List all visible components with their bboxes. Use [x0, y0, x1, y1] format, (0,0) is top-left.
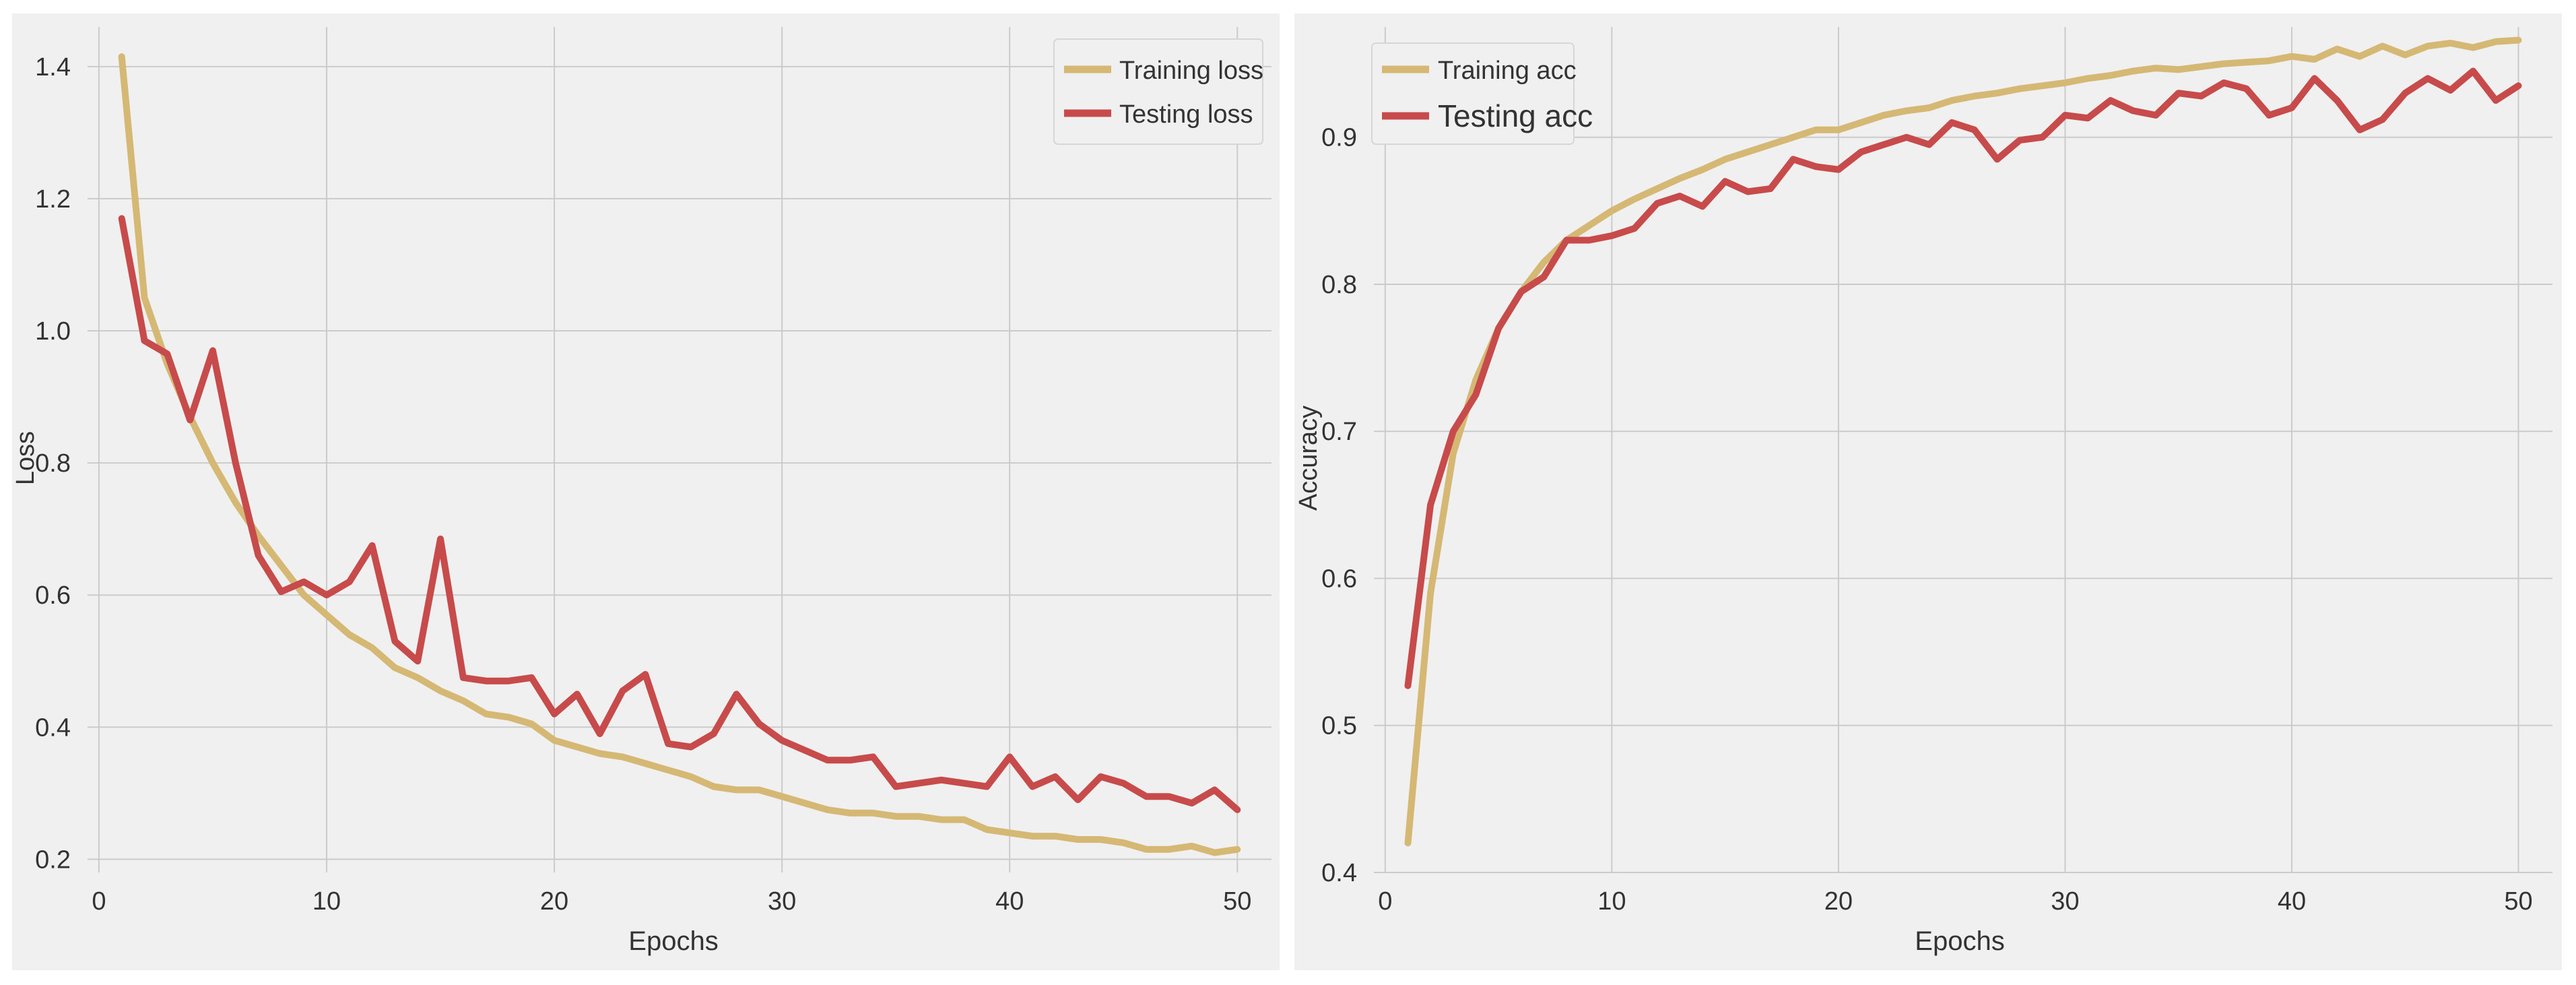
loss-x-tick-label: 10	[312, 887, 341, 916]
accuracy-y-tick-label: 0.6	[1321, 565, 1357, 593]
accuracy-series-training-acc	[1404, 36, 2522, 847]
loss-y-tick-label: 0.6	[35, 581, 71, 610]
loss-grid	[88, 27, 1272, 872]
accuracy-legend-label-testing: Testing acc	[1438, 98, 1593, 133]
loss-legend-box	[1053, 38, 1263, 145]
accuracy-x-axis-label: Epochs	[1915, 926, 2004, 956]
loss-y-tick-label: 0.4	[35, 713, 71, 742]
accuracy-y-tick-label: 0.9	[1321, 124, 1357, 152]
accuracy-x-tick-label: 40	[2278, 887, 2306, 916]
loss-series-testing-loss	[118, 215, 1241, 813]
accuracy-legend-label-training: Training acc	[1438, 57, 1577, 85]
accuracy-y-tick-label: 0.4	[1321, 859, 1357, 887]
loss-x-tick-label: 0	[92, 887, 106, 916]
loss-panel-background	[12, 13, 1280, 970]
loss-y-tick-label: 1.4	[35, 53, 71, 82]
accuracy-x-ticks: 0 10 20 30 40 50	[1378, 887, 2532, 916]
loss-x-ticks: 0 10 20 30 40 50	[92, 887, 1251, 916]
loss-y-tick-label: 0.8	[35, 449, 71, 478]
accuracy-x-tick-label: 20	[1824, 887, 1853, 916]
loss-chart-panel: 0 10 20 30 40 50 0.2 0.4 0.6 0.8 1.0 1.2 1.4 Epochs…	[11, 13, 1280, 970]
accuracy-y-tick-label: 0.8	[1321, 271, 1357, 299]
accuracy-series-testing-acc	[1404, 67, 2522, 689]
accuracy-series	[1404, 36, 2522, 847]
accuracy-chart-panel: 0 10 20 30 40 50 0.4 0.5 0.6 0.7 0.8 0.9 Epochs Ac…	[1294, 13, 2562, 970]
accuracy-x-tick-label: 30	[2051, 887, 2079, 916]
loss-legend-label-testing: Testing loss	[1119, 100, 1253, 129]
loss-y-axis-label: Loss	[11, 431, 40, 485]
accuracy-legend: Training acc Testing acc	[1371, 42, 1593, 145]
accuracy-grid	[1374, 27, 2552, 873]
accuracy-y-tick-label: 0.5	[1321, 712, 1357, 740]
loss-x-tick-label: 20	[540, 887, 568, 916]
loss-y-tick-label: 1.0	[35, 317, 71, 346]
accuracy-x-tick-label: 10	[1597, 887, 1626, 916]
loss-x-axis-label: Epochs	[628, 926, 718, 956]
accuracy-y-axis-label: Accuracy	[1294, 406, 1323, 511]
loss-series	[118, 53, 1241, 856]
loss-series-training-loss	[118, 53, 1241, 856]
loss-x-tick-label: 50	[1223, 887, 1251, 916]
accuracy-y-tick-label: 0.7	[1321, 418, 1357, 446]
accuracy-y-ticks: 0.4 0.5 0.6 0.7 0.8 0.9	[1321, 124, 1357, 887]
loss-y-tick-label: 0.2	[35, 846, 71, 874]
loss-legend: Training loss Testing loss	[1053, 38, 1263, 145]
loss-legend-label-training: Training loss	[1119, 57, 1263, 85]
loss-x-tick-label: 30	[768, 887, 796, 916]
accuracy-panel-background	[1294, 13, 2562, 970]
loss-x-tick-label: 40	[995, 887, 1024, 916]
loss-y-ticks: 0.2 0.4 0.6 0.8 1.0 1.2 1.4	[35, 53, 71, 875]
accuracy-x-tick-label: 50	[2504, 887, 2532, 916]
loss-y-tick-label: 1.2	[35, 185, 71, 214]
accuracy-x-tick-label: 0	[1378, 887, 1392, 916]
